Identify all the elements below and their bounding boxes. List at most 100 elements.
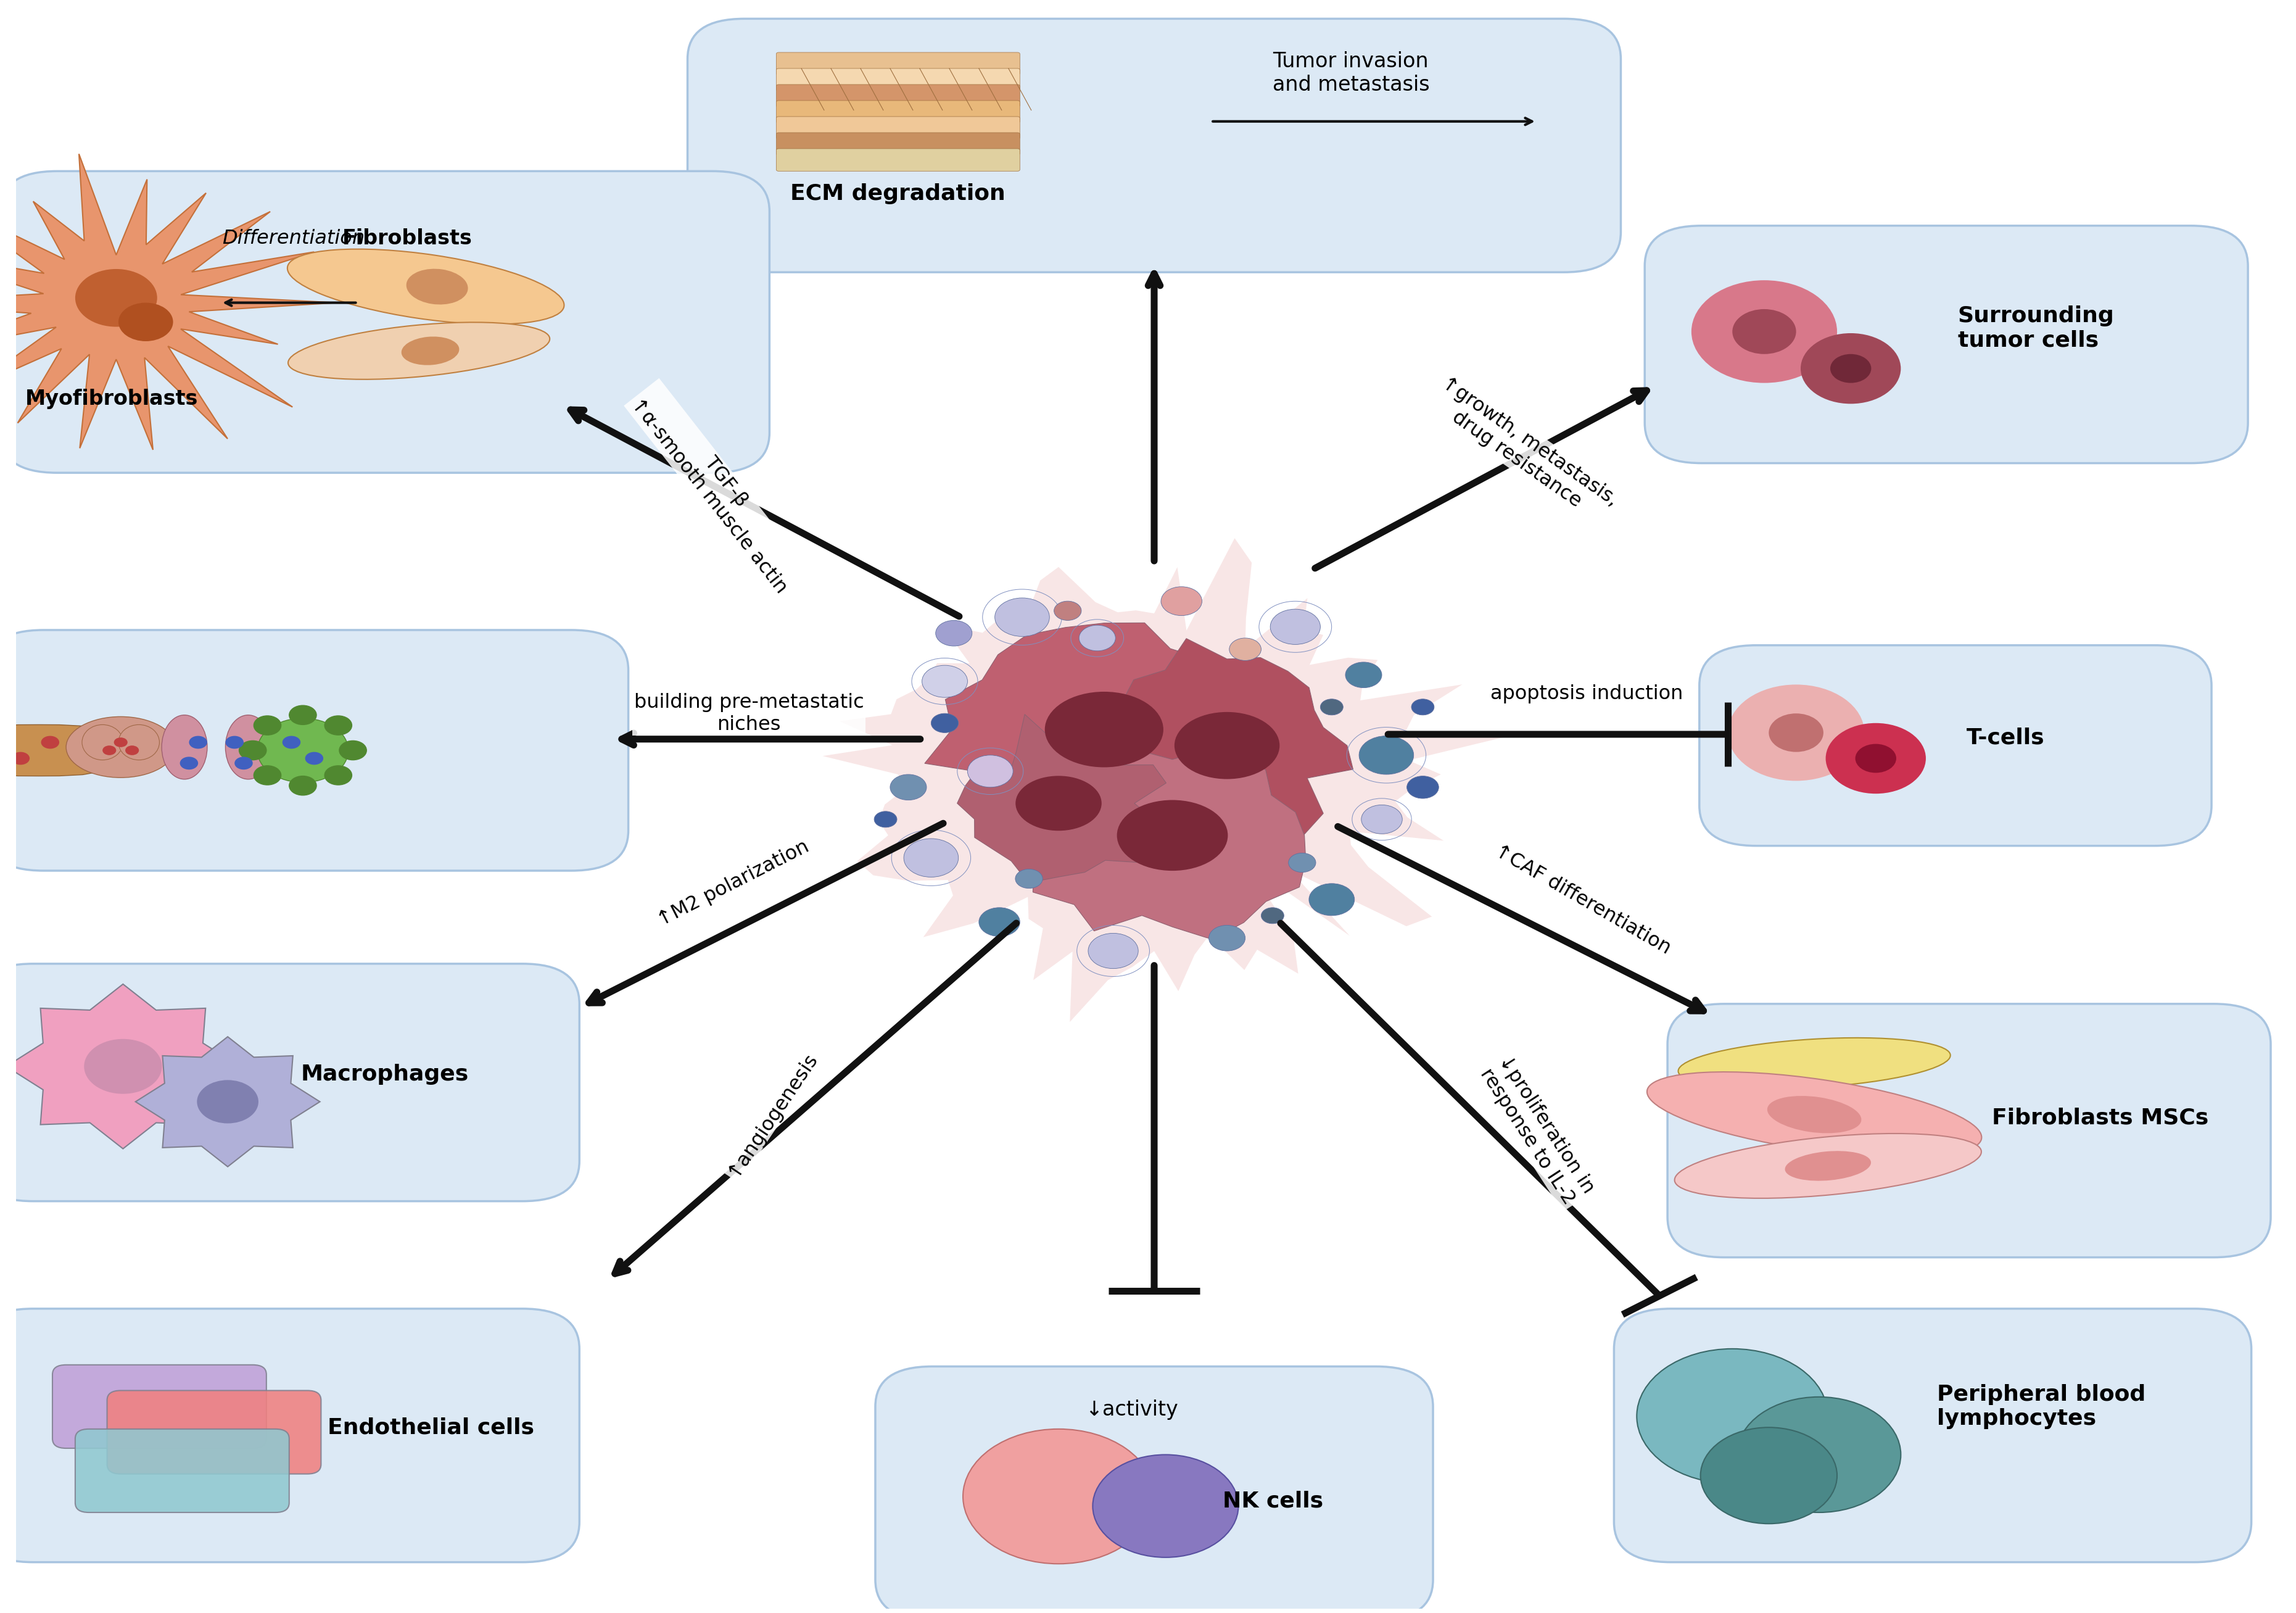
Text: ECM degradation: ECM degradation [790,184,1006,205]
Circle shape [1261,908,1283,924]
Polygon shape [925,623,1251,824]
Circle shape [1088,934,1139,968]
FancyBboxPatch shape [1667,1003,2271,1258]
FancyBboxPatch shape [687,19,1621,273]
Text: ↑growth, metastasis,
drug resistance: ↑growth, metastasis, drug resistance [1424,373,1621,527]
Circle shape [978,908,1019,937]
Circle shape [1731,310,1795,353]
Ellipse shape [1116,800,1228,871]
Ellipse shape [257,718,349,782]
Circle shape [1208,926,1244,952]
Polygon shape [822,539,1518,1023]
Ellipse shape [406,269,468,305]
Circle shape [239,740,266,760]
Circle shape [891,774,925,800]
Ellipse shape [83,724,124,760]
FancyBboxPatch shape [0,171,769,473]
Circle shape [934,621,971,647]
FancyBboxPatch shape [1614,1308,2250,1561]
Circle shape [179,756,197,769]
Circle shape [1359,736,1414,774]
Circle shape [1690,281,1837,382]
Circle shape [1699,1428,1837,1524]
Text: ↑CAF differentiation: ↑CAF differentiation [1490,840,1674,958]
Polygon shape [0,153,338,450]
Circle shape [1270,610,1320,645]
FancyBboxPatch shape [776,84,1019,106]
Polygon shape [1091,639,1352,840]
Ellipse shape [1015,776,1102,831]
Polygon shape [0,724,135,776]
Text: ↑M2 polarization: ↑M2 polarization [654,837,813,931]
FancyBboxPatch shape [76,1429,289,1513]
Circle shape [197,1081,259,1123]
FancyBboxPatch shape [776,132,1019,155]
Ellipse shape [1674,1134,1981,1198]
Circle shape [1825,723,1926,794]
Circle shape [994,598,1049,637]
Circle shape [324,716,351,736]
Circle shape [340,740,367,760]
Text: Surrounding
tumor cells: Surrounding tumor cells [1956,306,2115,352]
Text: apoptosis induction: apoptosis induction [1490,684,1683,703]
Circle shape [921,665,967,697]
Ellipse shape [225,715,271,779]
Text: ↓proliferation in
response to IL-2: ↓proliferation in response to IL-2 [1474,1052,1598,1210]
Circle shape [1362,805,1403,834]
Ellipse shape [1646,1073,1981,1157]
Circle shape [967,755,1013,787]
Circle shape [1093,1455,1238,1558]
Circle shape [289,776,317,795]
Ellipse shape [1678,1037,1949,1089]
FancyBboxPatch shape [0,631,629,871]
Ellipse shape [287,248,565,324]
Circle shape [1637,1348,1828,1484]
Circle shape [1015,869,1042,889]
Circle shape [1412,698,1433,715]
Polygon shape [957,715,1166,882]
Text: Endothelial cells: Endothelial cells [328,1416,535,1437]
Text: Tumor invasion
and metastasis: Tumor invasion and metastasis [1272,52,1428,95]
Circle shape [1800,334,1901,403]
Circle shape [324,766,351,786]
Circle shape [225,736,243,748]
Circle shape [1320,698,1343,715]
Polygon shape [135,1037,319,1166]
Text: TGF-β
↑α-smooth muscle actin: TGF-β ↑α-smooth muscle actin [627,381,808,597]
Circle shape [1054,602,1081,621]
Circle shape [282,736,301,748]
Text: ↓activity: ↓activity [1084,1400,1178,1419]
FancyBboxPatch shape [875,1366,1433,1613]
FancyBboxPatch shape [1699,645,2211,845]
Circle shape [1855,744,1896,773]
FancyBboxPatch shape [1644,226,2248,463]
Text: Fibroblasts: Fibroblasts [342,229,473,248]
FancyBboxPatch shape [776,52,1019,74]
Text: Macrophages: Macrophages [301,1065,468,1086]
Ellipse shape [1045,692,1164,768]
Ellipse shape [161,715,207,779]
Text: building pre-metastatic
niches: building pre-metastatic niches [634,694,863,734]
Text: NK cells: NK cells [1221,1490,1322,1511]
Text: T-cells: T-cells [1965,727,2043,748]
Polygon shape [7,984,239,1148]
FancyBboxPatch shape [0,963,579,1202]
Circle shape [1309,884,1355,916]
Circle shape [875,811,898,827]
Circle shape [253,716,280,736]
Circle shape [305,752,324,765]
Text: Peripheral blood
lymphocytes: Peripheral blood lymphocytes [1938,1384,2144,1429]
Ellipse shape [1173,711,1279,779]
Circle shape [1079,626,1116,652]
Circle shape [76,269,156,327]
Circle shape [119,303,172,342]
Circle shape [1345,661,1382,687]
Circle shape [1288,853,1316,873]
Text: Myofibroblasts: Myofibroblasts [25,389,197,410]
Circle shape [103,745,117,755]
FancyBboxPatch shape [776,148,1019,171]
Circle shape [234,756,253,769]
Ellipse shape [119,724,158,760]
Circle shape [905,839,957,877]
Circle shape [41,736,60,748]
